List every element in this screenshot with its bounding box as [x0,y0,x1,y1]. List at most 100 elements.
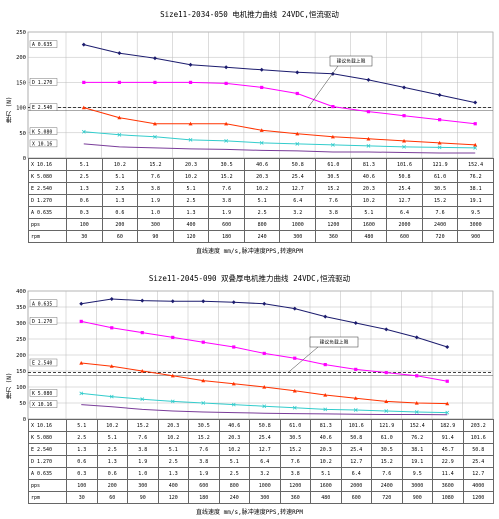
series-label: K 5.080 [32,129,52,135]
series-line [83,131,476,149]
data-point [81,129,86,134]
data-point [170,373,175,378]
table-cell: 20.3 [218,431,250,444]
data-point [140,298,145,303]
table-cell: 300 [249,491,281,504]
table-cell: 360 [279,491,311,504]
table-cell: 121.9 [421,158,459,171]
data-point [354,367,358,371]
table-cell: 40.6 [243,158,281,171]
data-point [384,327,389,332]
data-point [201,378,206,383]
data-point [260,85,264,90]
table-cell: 0.6 [66,455,98,468]
row-label: D 1.270 [28,455,67,468]
data-point [295,142,300,146]
table-row: X 10.16 5.1 10.2 15.2 20.3 30.5 40.6 50.8 61.0 81… [28,419,494,432]
thrust-line-chart: 0 50 100 150 200 250 A 0.635 D 1.270 E 2.540 K 5.… [16,30,494,162]
data-point [293,356,297,360]
table-cell: 1200 [462,491,494,504]
table-cell: 20.3 [310,443,342,456]
table-cell: 720 [421,230,459,243]
table-cell: 10.2 [310,455,342,468]
row-label: A 0.635 [28,467,67,480]
data-point [153,134,157,139]
data-point [79,361,84,365]
table-row: E 2.540 1.3 2.5 3.8 5.1 7.6 10.2 12.7 15.2 20.3 25… [28,182,494,195]
table-cell: 300 [279,230,317,243]
annotation-arrow [307,65,339,108]
series-label-box [29,127,58,135]
data-point [117,115,122,120]
table-row: D 1.270 0.6 1.3 1.9 2.5 3.8 5.1 6.4 7.6 10.2 12.7 1… [28,455,494,468]
table-cell: 152.4 [457,158,494,171]
table-cell: 60 [96,491,128,504]
table-cell: 3000 [457,218,494,231]
data-point [231,402,236,407]
table-cell: 180 [188,491,220,504]
table-cell: 25.4 [462,455,494,468]
table-cell: 0.6 [96,467,128,480]
table-cell: 25.4 [340,443,372,456]
table-cell: 15.2 [315,182,352,195]
table-row: pps 100 200 300 400 600 800 1000 1200 1600 2000 240… [28,479,494,492]
table-cell: 76.2 [401,431,433,444]
table-cell: 5.1 [101,170,139,183]
table-cell: 5.1 [310,467,342,480]
table-cell: 1.3 [101,194,139,207]
table-cell: 7.6 [127,431,159,444]
data-point [224,138,229,143]
table-cell: 20.3 [172,158,210,171]
chart-panel-2045-090: Size11-2045-090 双叠厚电机推力曲线 24VDC,恒流驱动 推力 … [0,261,499,519]
table-cell: 90 [137,230,174,243]
table-cell: 9.5 [401,467,433,480]
data-point [171,335,175,339]
table-cell: 400 [157,479,189,492]
table-cell: 61.0 [421,170,459,183]
table-cell: 1.0 [137,206,174,219]
table-cell: 600 [188,479,220,492]
table-cell: 2.5 [66,170,103,183]
table-cell: 12.7 [340,455,372,468]
table-cell: 6.4 [279,194,317,207]
table-cell: 30.5 [371,443,403,456]
data-point [473,142,478,147]
table-cell: 240 [243,230,281,243]
series-label: E 2.540 [32,361,52,367]
data-point [224,81,228,86]
table-cell: 1.3 [66,182,103,195]
table-cell: 0.3 [66,467,98,480]
series-line [83,107,476,146]
y-tick-label: 350 [16,305,26,311]
table-cell: 81.3 [350,158,388,171]
table-cell: 1.3 [172,206,210,219]
table-cell: 19.1 [401,455,433,468]
table-cell: 7.6 [279,455,311,468]
series-label-box [29,358,58,367]
y-tick-label: 200 [16,353,26,359]
table-cell: 400 [172,218,210,231]
annotation-box [309,336,359,348]
data-point [445,345,450,349]
data-point [201,299,206,304]
data-point [366,144,371,148]
table-cell: 200 [101,218,139,231]
table-cell: 1.3 [66,443,98,456]
data-point [262,385,267,389]
table-cell: 2000 [340,479,372,492]
table-cell: 1.9 [127,455,159,468]
table-cell: 200 [96,479,128,492]
row-label: rpm [28,230,67,243]
table-cell: 6.4 [340,467,372,480]
series-label: E 2.540 [32,105,52,111]
table-cell: 1000 [249,479,281,492]
data-point [473,100,478,105]
table-cell: 30.5 [421,182,459,195]
table-cell: 0.6 [66,194,103,207]
table-row: A 0.635 0.3 0.6 1.0 1.3 1.9 2.5 3.2 3.8 5.1 6.4 7.6… [28,467,494,480]
data-point [445,379,449,383]
table-cell: 101.6 [386,158,423,171]
table-cell: 2.5 [66,431,98,444]
data-point [353,321,358,325]
table-cell: 30.5 [315,170,352,183]
